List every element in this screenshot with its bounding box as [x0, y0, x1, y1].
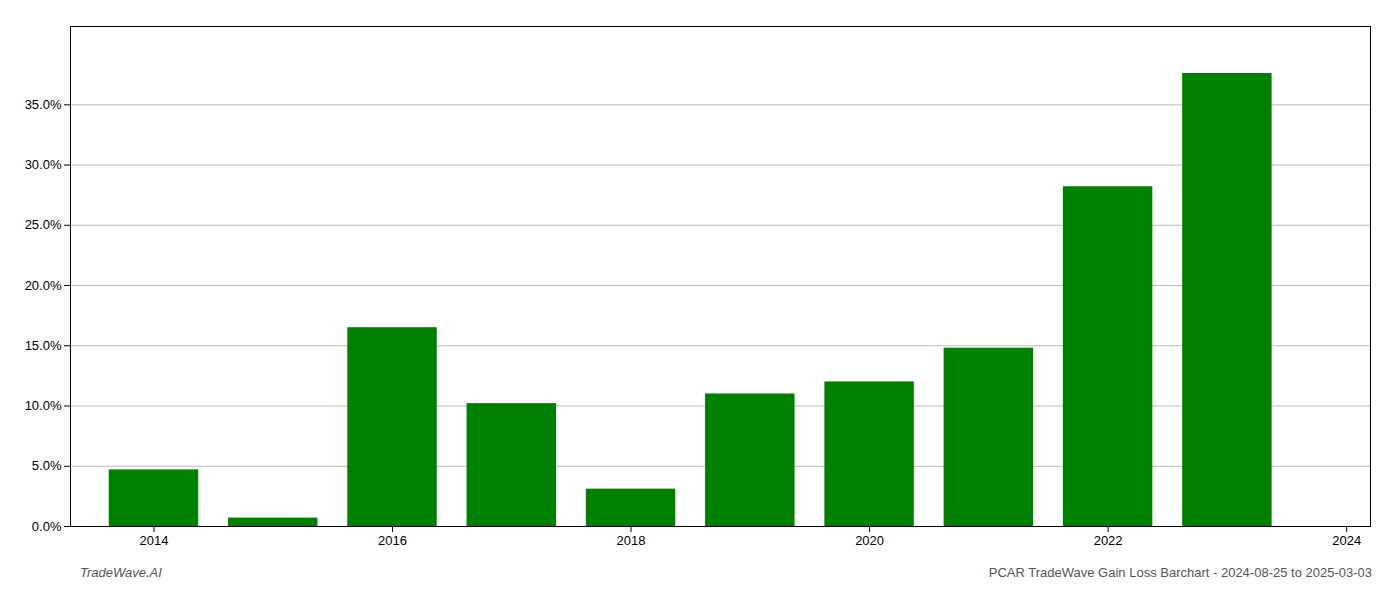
svg-text:0.0%: 0.0%: [32, 519, 62, 534]
svg-text:25.0%: 25.0%: [25, 217, 62, 232]
svg-text:35.0%: 35.0%: [25, 97, 62, 112]
svg-text:30.0%: 30.0%: [25, 157, 62, 172]
svg-text:15.0%: 15.0%: [25, 338, 62, 353]
svg-text:2024: 2024: [1332, 533, 1361, 548]
svg-text:2018: 2018: [617, 533, 646, 548]
svg-text:2022: 2022: [1094, 533, 1123, 548]
svg-text:10.0%: 10.0%: [25, 398, 62, 413]
html-text:TradeWave.AI: TradeWave.AI: [80, 565, 162, 580]
svg-text:5.0%: 5.0%: [32, 458, 62, 473]
svg-text:2014: 2014: [140, 533, 169, 548]
svg-text:2016: 2016: [378, 533, 407, 548]
html-text:PCAR TradeWave Gain Loss Barch: PCAR TradeWave Gain Loss Barchart - 2024…: [988, 565, 1372, 580]
svg-text:2020: 2020: [855, 533, 884, 548]
svg-text:20.0%: 20.0%: [25, 278, 62, 293]
